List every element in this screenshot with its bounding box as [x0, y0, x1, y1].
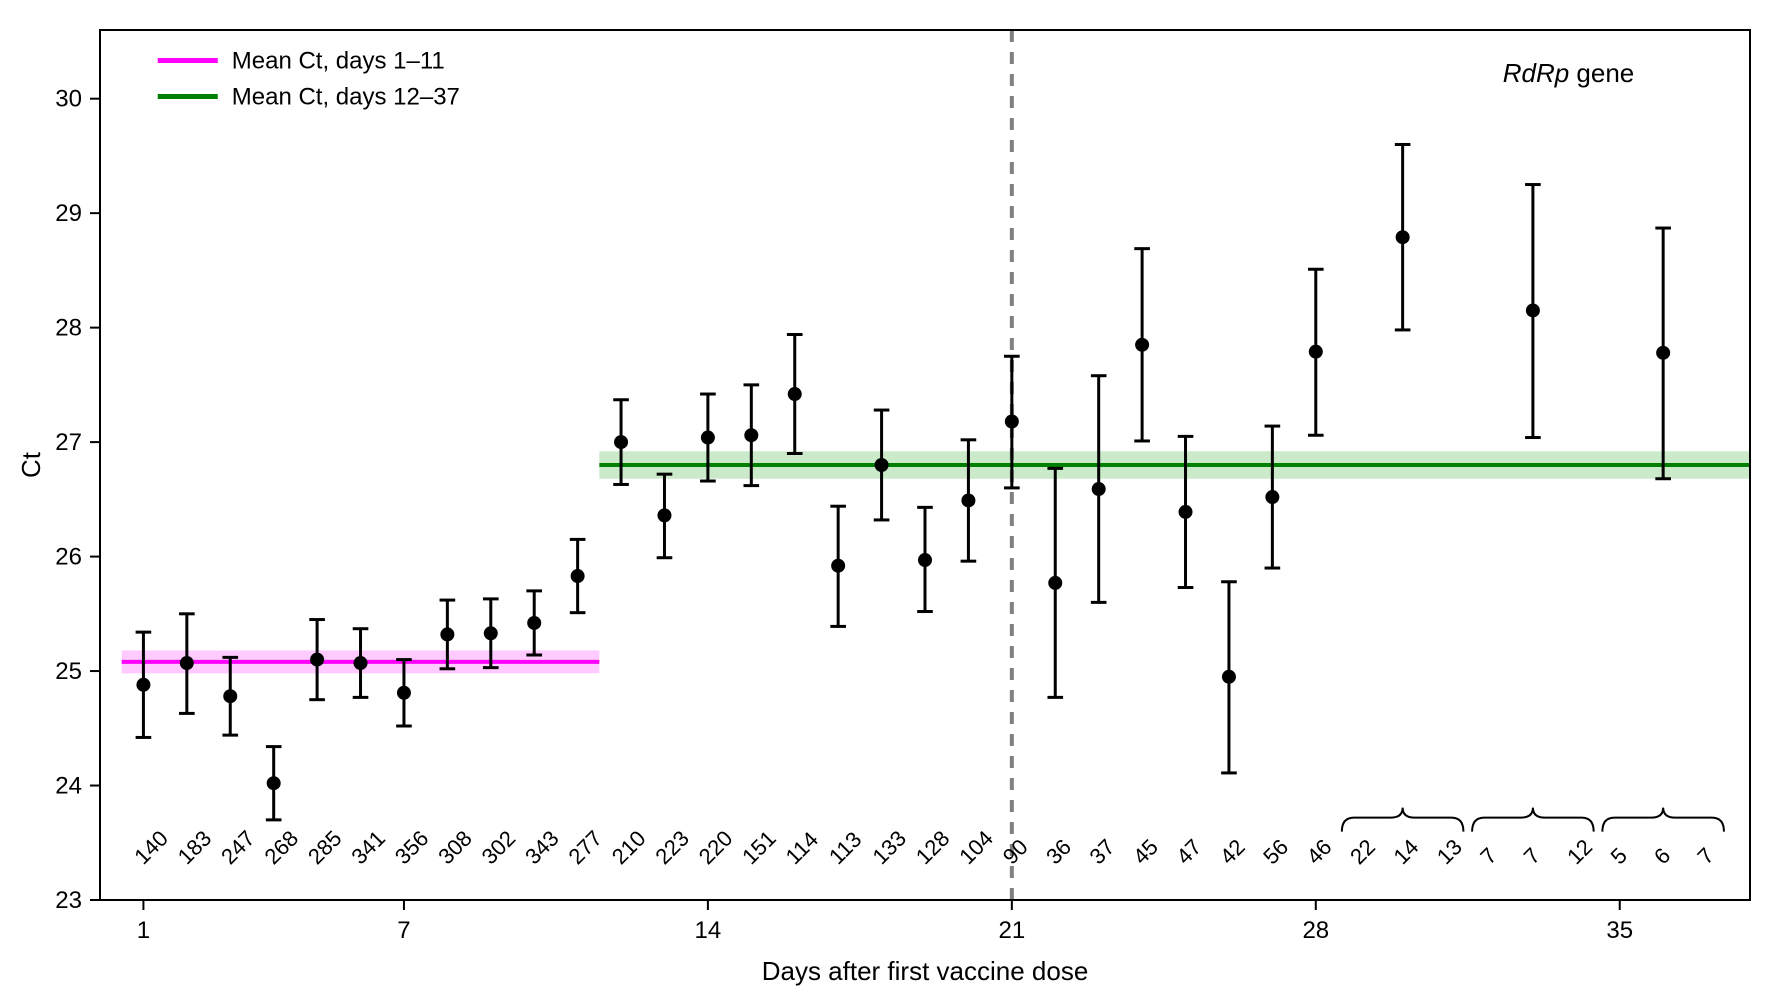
y-tick-label: 23	[55, 887, 82, 914]
x-tick-label: 28	[1302, 917, 1329, 944]
gene-annotation: RdRp gene	[1503, 58, 1635, 88]
y-tick-label: 30	[55, 86, 82, 113]
x-tick-label: 7	[397, 917, 410, 944]
y-tick-label: 29	[55, 200, 82, 227]
y-tick-label: 24	[55, 773, 82, 800]
x-tick-label: 21	[998, 917, 1025, 944]
y-axis-title: Ct	[16, 451, 46, 478]
x-tick-label: 14	[695, 917, 722, 944]
y-tick-label: 27	[55, 429, 82, 456]
x-axis-title: Days after first vaccine dose	[762, 956, 1089, 986]
legend-label: Mean Ct, days 1–11	[232, 47, 445, 74]
x-tick-label: 35	[1606, 917, 1633, 944]
chart-container: 1401832472682853413563083023432772102232…	[0, 0, 1785, 1008]
y-tick-label: 26	[55, 544, 82, 571]
chart-svg: 1401832472682853413563083023432772102232…	[0, 0, 1785, 1008]
legend-label: Mean Ct, days 12–37	[232, 83, 460, 110]
y-tick-label: 28	[55, 315, 82, 342]
x-tick-label: 1	[137, 917, 150, 944]
y-tick-label: 25	[55, 658, 82, 685]
